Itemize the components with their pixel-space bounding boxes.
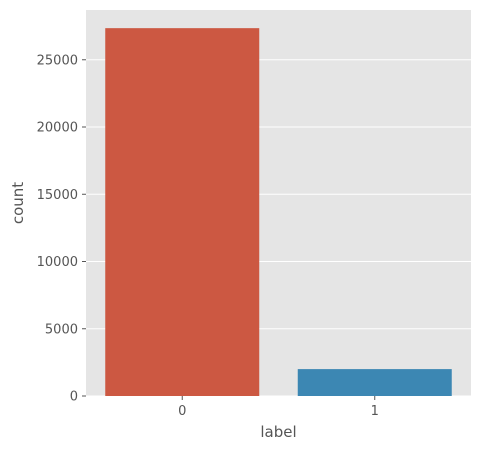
y-axis-ticks: 0 5000 10000 15000 20000 25000: [37, 53, 86, 405]
x-axis-label: label: [260, 423, 296, 441]
y-axis-label: count: [9, 182, 27, 224]
x-tick-label: 1: [371, 404, 379, 419]
y-tick-label: 15000: [37, 188, 78, 203]
bars: [105, 28, 452, 396]
bar-1: [297, 369, 452, 396]
y-tick-label: 20000: [37, 121, 78, 136]
y-tick-label: 10000: [37, 255, 78, 270]
y-tick-label: 25000: [37, 53, 78, 68]
x-tick-label: 0: [178, 404, 186, 419]
y-tick-label: 0: [70, 390, 78, 405]
y-tick-label: 5000: [45, 322, 78, 337]
bar-0: [105, 28, 260, 396]
